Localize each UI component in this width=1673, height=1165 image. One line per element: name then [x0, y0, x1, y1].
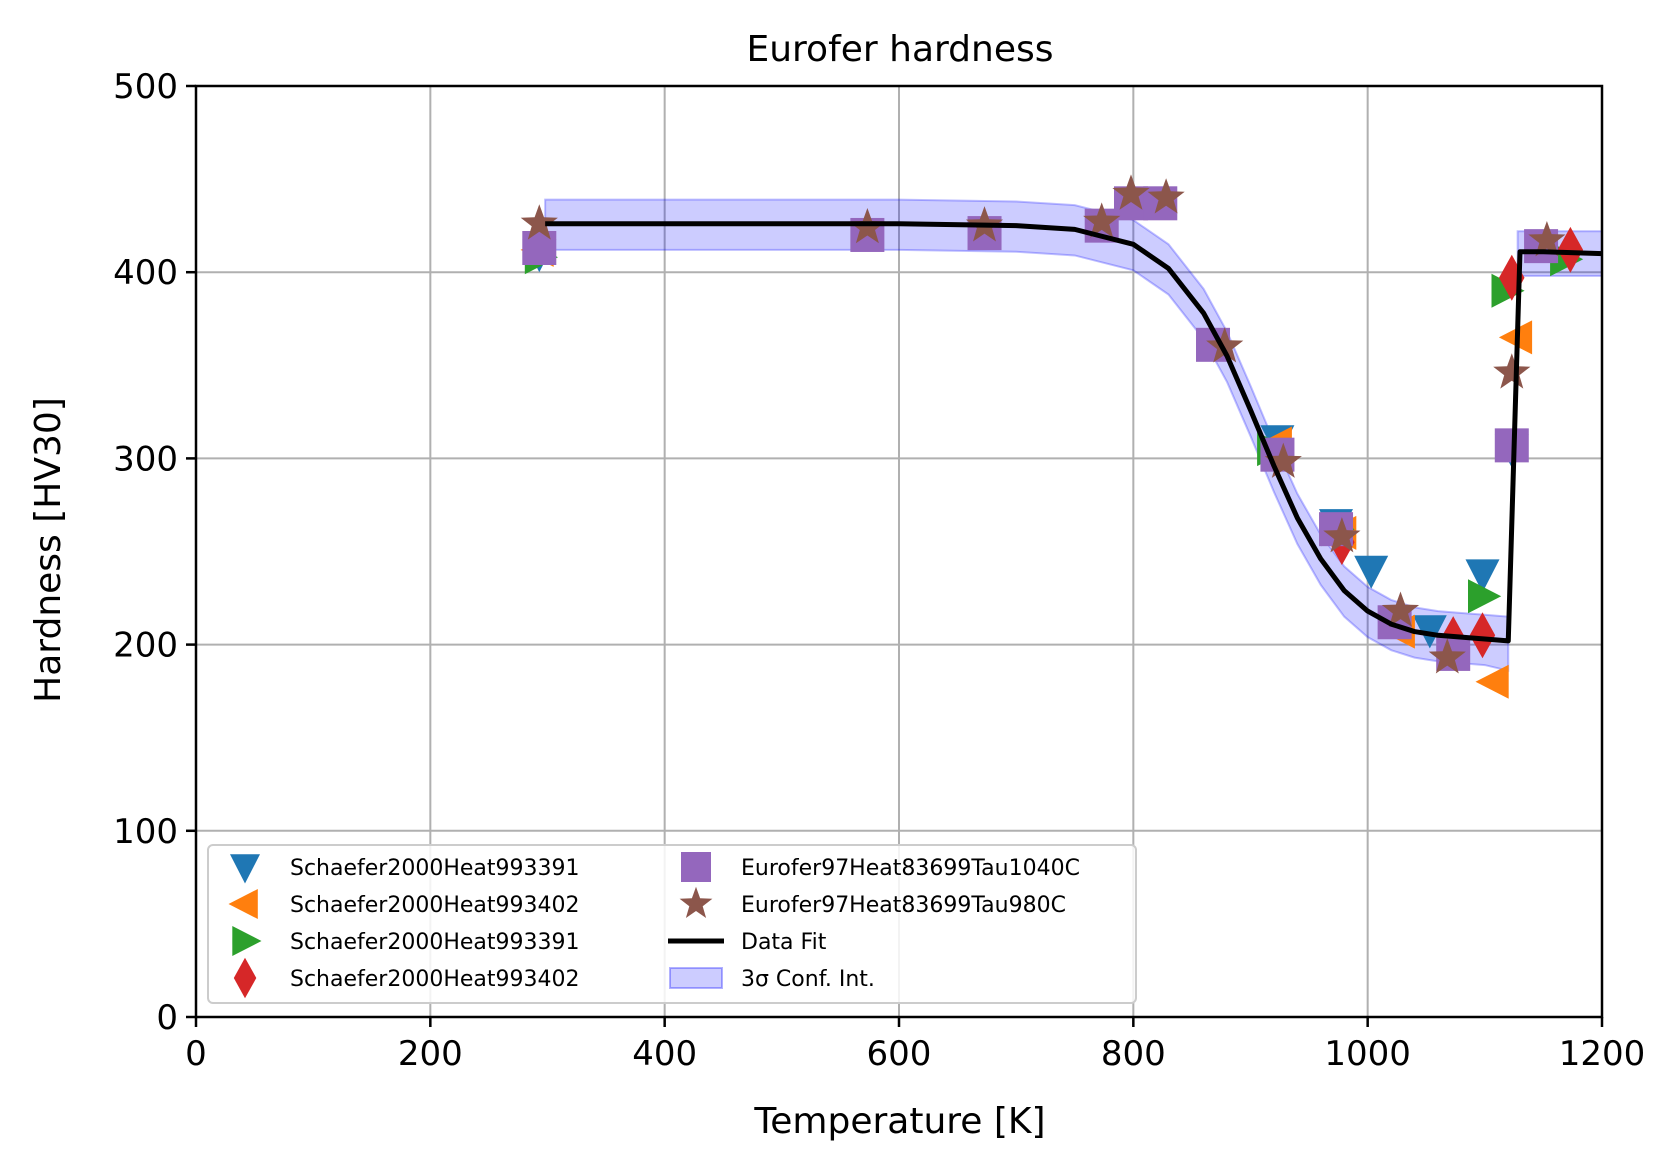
x-tick-label: 1000	[1324, 1034, 1411, 1074]
y-tick-label: 0	[156, 998, 178, 1038]
x-axis-label: Temperature [K]	[753, 1101, 1045, 1142]
data-point	[1381, 591, 1420, 627]
legend-label: 3σ Conf. Int.	[741, 967, 875, 992]
axis-ticks: 0 200 400 600 800 1000 1200 0 100 200 300 400 500	[113, 67, 1645, 1074]
data-point	[1493, 353, 1531, 389]
data-point	[1147, 178, 1185, 214]
legend-label: Data Fit	[741, 930, 827, 955]
legend-label: Schaefer2000Heat993402	[290, 967, 580, 992]
data-point	[1112, 174, 1150, 210]
data-point	[1557, 226, 1584, 273]
legend-handle	[669, 967, 723, 989]
legend-box	[207, 844, 1137, 1004]
data-point	[1528, 221, 1566, 257]
x-tick-label: 600	[867, 1034, 932, 1074]
legend-label: Schaefer2000Heat993402	[290, 893, 580, 918]
data-point	[1465, 559, 1500, 593]
x-tick-label: 800	[1101, 1034, 1166, 1074]
data-point	[1428, 638, 1466, 674]
x-tick-label: 200	[398, 1034, 463, 1074]
y-tick-label: 300	[113, 439, 178, 479]
x-tick-label: 0	[185, 1034, 207, 1074]
legend-handle	[228, 889, 258, 919]
legend-label: Eurofer97Heat83699Tau980C	[741, 893, 1066, 918]
data-point	[1083, 202, 1121, 238]
x-tick-label: 400	[632, 1034, 697, 1074]
legend: Schaefer2000Heat993391 Schaefer2000Heat99…	[207, 844, 1137, 1004]
data-point	[522, 230, 557, 265]
chart-title: Eurofer hardness	[746, 29, 1053, 70]
legend-handle	[230, 854, 260, 884]
data-point	[1468, 579, 1502, 614]
fit-line-group	[545, 221, 1603, 644]
y-tick-label: 400	[113, 253, 178, 293]
legend-handle	[679, 886, 713, 918]
legend-handle	[233, 957, 257, 999]
data-point	[1264, 442, 1302, 478]
data-point	[1323, 517, 1361, 553]
y-tick-label: 500	[113, 67, 178, 107]
legend-label: Eurofer97Heat83699Tau1040C	[741, 856, 1080, 881]
data-point	[1206, 327, 1244, 363]
data-point	[1475, 664, 1509, 699]
legend-label: Schaefer2000Heat993391	[290, 856, 580, 881]
y-tick-label: 100	[113, 812, 178, 852]
legend-label: Schaefer2000Heat993391	[290, 930, 580, 955]
y-axis-label: Hardness [HV30]	[28, 397, 69, 703]
data-point	[1469, 612, 1496, 659]
fit-line	[545, 221, 1603, 644]
legend-handle	[681, 852, 711, 882]
y-tick-label: 200	[113, 626, 178, 666]
data-point	[520, 204, 558, 240]
data-point	[1354, 555, 1389, 589]
legend-handle	[232, 926, 262, 956]
x-tick-label: 1200	[1559, 1034, 1646, 1074]
